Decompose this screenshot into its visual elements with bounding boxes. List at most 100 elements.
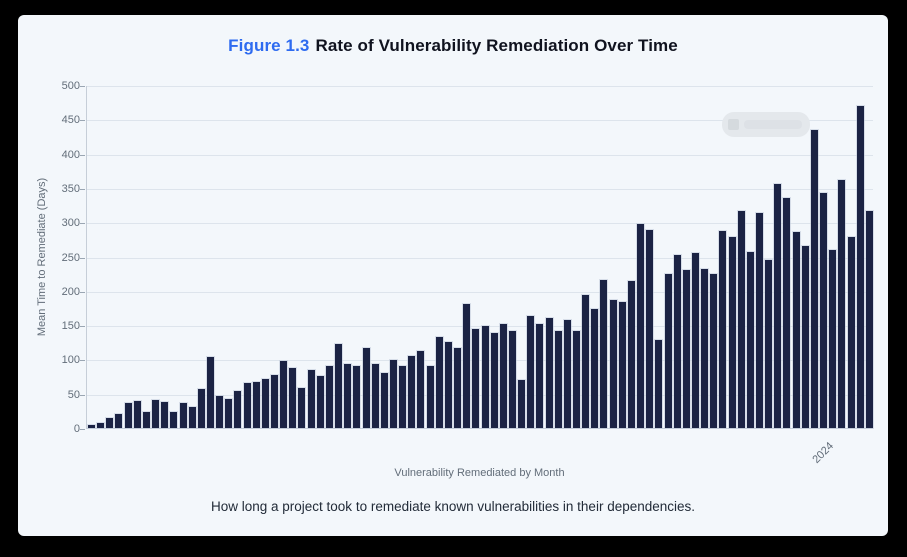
bar-month-20[interactable] xyxy=(261,378,269,428)
bar-month-57[interactable] xyxy=(600,279,608,428)
bar-month-55[interactable] xyxy=(582,294,590,428)
bar-month-85[interactable] xyxy=(856,106,864,428)
bar-month-5[interactable] xyxy=(124,402,132,428)
bar-month-6[interactable] xyxy=(133,401,141,428)
y-tick-label-0: 0 xyxy=(73,423,80,435)
bar-month-7[interactable] xyxy=(142,411,150,428)
bar-month-58[interactable] xyxy=(609,300,617,428)
gridline-y-400 xyxy=(87,154,873,156)
report-panel: Figure 1.3 Rate of Vulnerability Remediat… xyxy=(18,15,888,536)
legend-redacted[interactable] xyxy=(722,112,810,137)
bar-month-84[interactable] xyxy=(847,237,855,428)
bar-month-22[interactable] xyxy=(280,361,288,428)
bar-month-18[interactable] xyxy=(243,383,251,428)
bar-month-71[interactable] xyxy=(728,236,736,428)
bar-month-23[interactable] xyxy=(289,368,297,428)
bar-month-49[interactable] xyxy=(527,316,535,428)
bar-month-78[interactable] xyxy=(792,231,800,428)
bar-month-42[interactable] xyxy=(463,303,471,428)
bar-month-25[interactable] xyxy=(307,369,315,428)
bar-month-8[interactable] xyxy=(152,399,160,428)
bar-month-70[interactable] xyxy=(719,231,727,428)
bar-month-29[interactable] xyxy=(344,363,352,428)
bar-month-37[interactable] xyxy=(417,351,425,428)
bar-month-65[interactable] xyxy=(673,255,681,428)
bar-month-72[interactable] xyxy=(737,211,745,428)
bar-month-43[interactable] xyxy=(472,328,480,428)
bar-month-31[interactable] xyxy=(362,348,370,428)
bar-month-67[interactable] xyxy=(691,253,699,428)
bar-month-52[interactable] xyxy=(554,330,562,428)
bar-month-30[interactable] xyxy=(353,366,361,428)
gridline-y-450 xyxy=(87,120,873,122)
bar-month-15[interactable] xyxy=(216,395,224,428)
bar-month-2[interactable] xyxy=(97,422,105,428)
bar-month-50[interactable] xyxy=(536,323,544,428)
bar-month-24[interactable] xyxy=(298,387,306,428)
bar-month-39[interactable] xyxy=(435,337,443,428)
bar-month-11[interactable] xyxy=(179,402,187,428)
bar-month-54[interactable] xyxy=(573,330,580,428)
bar-month-46[interactable] xyxy=(499,324,507,428)
bar-month-44[interactable] xyxy=(481,325,489,428)
bar-month-17[interactable] xyxy=(234,390,242,428)
y-tick-mark-150 xyxy=(80,326,85,328)
bar-month-3[interactable] xyxy=(106,417,114,428)
bar-month-34[interactable] xyxy=(389,360,397,428)
y-tick-mark-300 xyxy=(80,223,85,225)
bar-month-45[interactable] xyxy=(490,333,498,428)
bar-month-62[interactable] xyxy=(646,230,654,428)
bar-month-51[interactable] xyxy=(545,317,553,428)
bar-month-38[interactable] xyxy=(426,365,434,428)
bar-month-9[interactable] xyxy=(161,401,169,428)
figure-number: Figure 1.3 xyxy=(228,36,310,55)
bar-month-64[interactable] xyxy=(664,273,672,428)
bar-month-66[interactable] xyxy=(682,270,690,428)
bar-month-36[interactable] xyxy=(408,355,416,428)
bar-month-48[interactable] xyxy=(518,379,526,428)
bar-month-35[interactable] xyxy=(399,365,407,428)
bar-month-82[interactable] xyxy=(829,250,837,428)
bar-month-10[interactable] xyxy=(170,412,178,428)
bar-month-19[interactable] xyxy=(252,382,260,428)
bar-month-69[interactable] xyxy=(710,274,718,428)
bar-month-26[interactable] xyxy=(316,375,324,428)
bar-month-27[interactable] xyxy=(325,366,333,428)
bar-month-12[interactable] xyxy=(188,406,196,428)
bar-month-1[interactable] xyxy=(88,424,95,428)
bar-month-56[interactable] xyxy=(591,308,599,428)
bar-month-86[interactable] xyxy=(865,211,873,428)
bar-month-28[interactable] xyxy=(335,343,343,428)
bar-month-68[interactable] xyxy=(701,268,709,428)
bar-month-40[interactable] xyxy=(444,341,452,428)
bar-month-32[interactable] xyxy=(371,363,379,428)
bar-month-4[interactable] xyxy=(115,413,123,428)
bar-month-80[interactable] xyxy=(810,130,818,428)
bar-month-60[interactable] xyxy=(627,280,635,428)
bar-month-59[interactable] xyxy=(618,301,626,428)
bar-month-61[interactable] xyxy=(637,224,645,428)
bar-month-77[interactable] xyxy=(783,197,791,428)
y-tick-mark-200 xyxy=(80,291,85,293)
bar-month-79[interactable] xyxy=(801,245,809,428)
bar-month-16[interactable] xyxy=(225,398,233,428)
bar-month-81[interactable] xyxy=(820,193,828,428)
bar-month-74[interactable] xyxy=(756,213,764,428)
bar-month-13[interactable] xyxy=(197,388,205,428)
y-tick-mark-250 xyxy=(80,257,85,259)
bar-month-41[interactable] xyxy=(454,347,462,428)
bar-month-21[interactable] xyxy=(271,375,279,428)
y-tick-label-500: 500 xyxy=(61,80,80,92)
bar-month-75[interactable] xyxy=(765,259,773,428)
bar-month-83[interactable] xyxy=(838,179,846,428)
bar-month-14[interactable] xyxy=(206,356,214,428)
bar-month-73[interactable] xyxy=(746,251,754,428)
y-tick-mark-0 xyxy=(80,429,85,430)
bar-month-33[interactable] xyxy=(380,373,388,428)
bar-month-47[interactable] xyxy=(508,331,516,428)
bar-month-63[interactable] xyxy=(655,340,663,428)
bar-month-76[interactable] xyxy=(774,184,782,428)
figure-title-text: Rate of Vulnerability Remediation Over T… xyxy=(315,36,678,55)
bar-month-53[interactable] xyxy=(563,319,571,428)
